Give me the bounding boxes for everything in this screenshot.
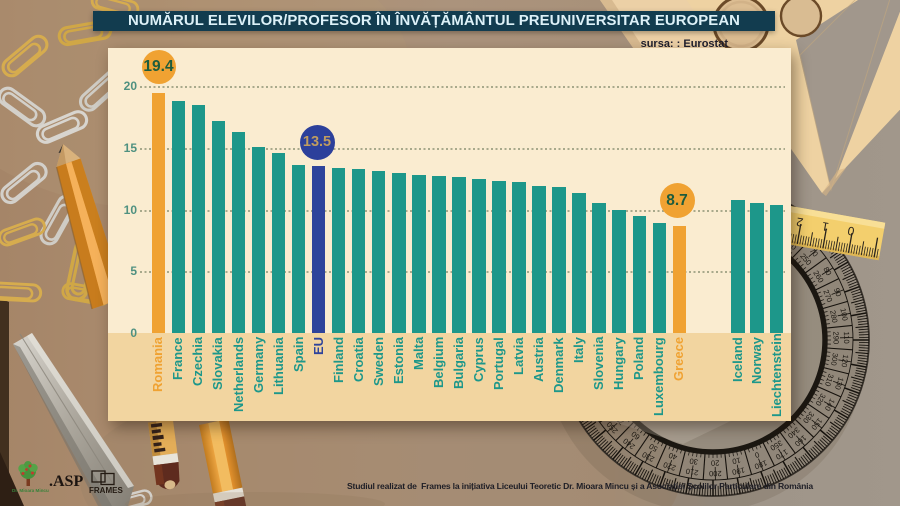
svg-text:200: 200 [709, 469, 722, 478]
svg-text:110: 110 [842, 332, 851, 344]
svg-text:2: 2 [795, 214, 804, 229]
svg-text:180: 180 [753, 458, 768, 471]
svg-text:30: 30 [689, 456, 699, 466]
svg-text:40: 40 [668, 451, 679, 462]
svg-text:0: 0 [754, 450, 761, 460]
svg-text:FRAMES: FRAMES [89, 486, 123, 495]
svg-text:100: 100 [838, 307, 849, 321]
svg-text:.ASP: .ASP [49, 473, 83, 490]
svg-text:290: 290 [831, 331, 840, 344]
svg-text:20: 20 [711, 458, 720, 467]
svg-text:220: 220 [662, 460, 677, 473]
svg-text:80: 80 [821, 265, 833, 277]
svg-text:1: 1 [821, 219, 830, 234]
svg-text:270: 270 [821, 288, 834, 303]
svg-text:190: 190 [731, 465, 745, 476]
svg-text:210: 210 [685, 466, 699, 477]
svg-text:280: 280 [828, 309, 839, 323]
svg-text:0: 0 [846, 223, 855, 238]
svg-text:130: 130 [833, 376, 846, 391]
svg-text:50: 50 [648, 442, 660, 454]
svg-text:10: 10 [731, 456, 741, 466]
svg-text:120: 120 [839, 354, 850, 368]
svg-text:90: 90 [832, 287, 843, 298]
svg-text:300: 300 [829, 352, 840, 366]
svg-text:310: 310 [823, 373, 836, 388]
svg-text:Dr. Mioara Mincu: Dr. Mioara Mincu [12, 488, 49, 493]
